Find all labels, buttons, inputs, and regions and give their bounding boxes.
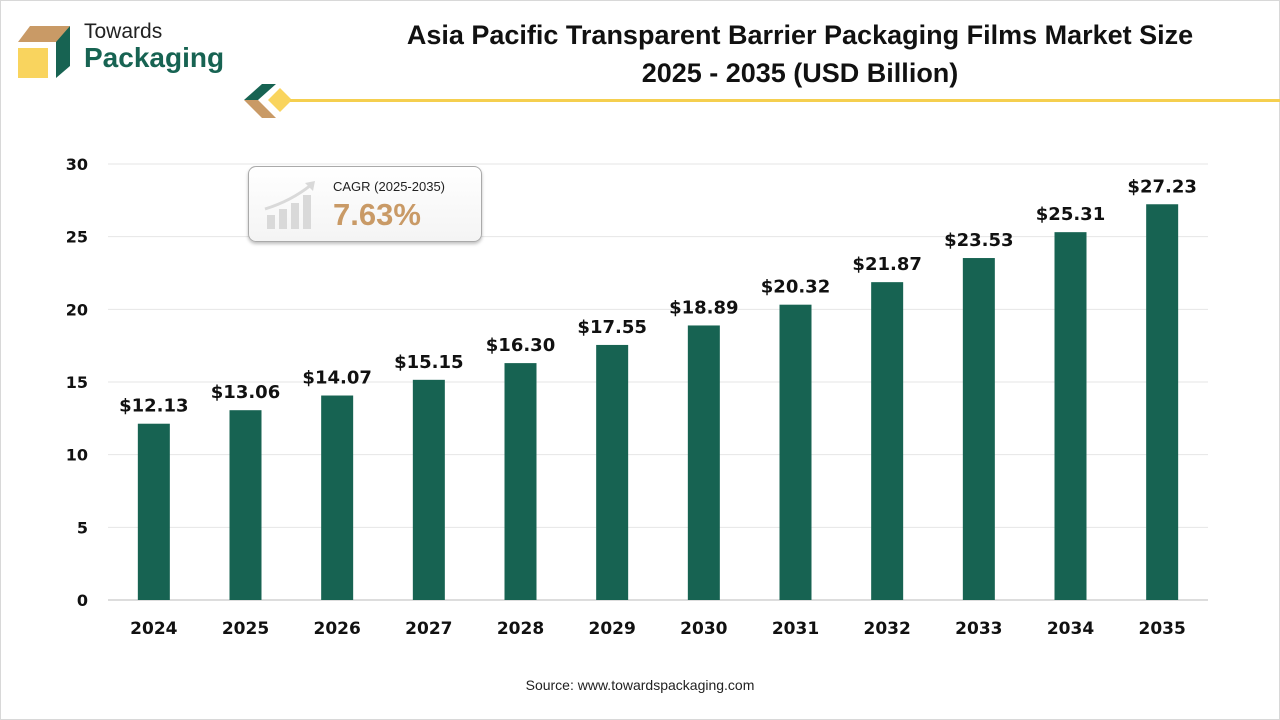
x-tick-label: 2025 [222, 619, 269, 639]
x-tick-label: 2024 [130, 619, 177, 639]
bar-2033 [962, 258, 995, 600]
bar-2027 [412, 379, 445, 600]
y-tick-label: 0 [77, 591, 88, 610]
bar-2025 [229, 410, 262, 600]
logo-box-icon [18, 26, 70, 78]
data-label: $17.55 [577, 317, 646, 338]
x-tick-label: 2028 [497, 619, 544, 639]
cagr-label: CAGR (2025-2035) [333, 179, 445, 194]
x-tick-label: 2031 [772, 619, 819, 639]
x-tick-label: 2029 [589, 619, 636, 639]
logo-text-towards: Towards [84, 20, 163, 43]
y-tick-label: 30 [66, 155, 88, 174]
x-tick-label: 2032 [864, 619, 911, 639]
bar-2028 [504, 363, 537, 600]
chart-title: Asia Pacific Transparent Barrier Packagi… [300, 16, 1280, 92]
x-tick-label: 2027 [405, 619, 452, 639]
data-label: $21.87 [852, 254, 921, 275]
cagr-value: 7.63% [333, 197, 421, 232]
x-tick-label: 2030 [680, 619, 727, 639]
data-label: $12.13 [119, 396, 188, 417]
y-tick-label: 5 [77, 518, 88, 537]
x-tick-label: 2035 [1139, 619, 1186, 639]
cagr-box: CAGR (2025-2035) 7.63% [248, 166, 482, 242]
x-tick-label: 2026 [314, 619, 361, 639]
title-line-1: Asia Pacific Transparent Barrier Packagi… [406, 20, 1194, 50]
data-label: $25.31 [1036, 204, 1105, 225]
growth-chart-icon [264, 181, 315, 229]
data-label: $23.53 [944, 230, 1013, 251]
bar-2026 [321, 395, 354, 600]
bar-2030 [687, 325, 720, 600]
source-text: Source: www.towardspackaging.com [525, 677, 755, 693]
bar-2029 [596, 344, 629, 600]
bar-2035 [1146, 204, 1179, 601]
bar-2024 [137, 423, 170, 600]
y-tick-label: 15 [66, 373, 88, 392]
data-label: $27.23 [1127, 176, 1196, 197]
y-tick-label: 25 [66, 228, 88, 247]
y-tick-label: 10 [66, 446, 88, 465]
x-tick-label: 2034 [1047, 619, 1094, 639]
title-decoration [244, 84, 1280, 118]
data-label: $16.30 [486, 335, 555, 356]
data-label: $14.07 [302, 368, 371, 389]
bar-2031 [779, 304, 812, 600]
data-label: $20.32 [761, 277, 830, 298]
x-tick-label: 2033 [955, 619, 1002, 639]
data-label: $13.06 [211, 382, 280, 403]
bar-2032 [871, 282, 904, 600]
data-label: $15.15 [394, 352, 463, 373]
bar-2034 [1054, 232, 1087, 601]
y-tick-label: 20 [66, 300, 88, 319]
logo-text-packaging: Packaging [84, 42, 225, 73]
data-label: $18.89 [669, 297, 738, 318]
title-line-2: 2025 - 2035 (USD Billion) [641, 58, 959, 88]
